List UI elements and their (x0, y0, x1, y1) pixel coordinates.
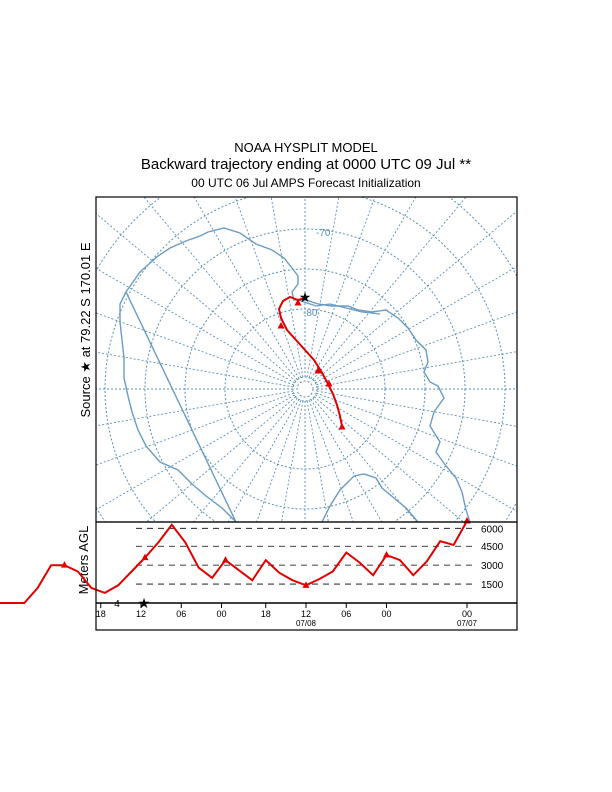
reference-line-label: 3000 (481, 561, 504, 572)
meridian-line (308, 400, 354, 522)
height-marker (141, 553, 149, 561)
meridian-line (312, 197, 467, 381)
meridian-line (306, 400, 329, 522)
trajectory-marker (338, 423, 346, 430)
meridian-line (96, 267, 295, 384)
chart-title-model: NOAA HYSPLIT MODEL (234, 140, 378, 155)
meridian-line (270, 197, 304, 378)
meridian-line (310, 197, 417, 379)
x-tick-label: 06 (176, 609, 186, 619)
height-marker (222, 556, 229, 563)
meridian-line (313, 396, 465, 522)
start-marker-icon: 4 (114, 599, 120, 610)
chart-title-trajectory: Backward trajectory ending at 0000 UTC 0… (140, 156, 472, 173)
trajectory-marker (277, 322, 285, 329)
reference-line-label: 1500 (481, 580, 504, 591)
x-tick-label: 00 (216, 609, 226, 619)
meridian-line (316, 351, 517, 388)
meridian-line (308, 197, 376, 378)
x-tick-label: 18 (261, 609, 271, 619)
meridian-line (143, 197, 298, 381)
meridian-line (315, 266, 517, 384)
x-axis-ticks: 18 12 06 00 18 12 06 00 00 (96, 603, 472, 619)
source-star-icon: ★ (299, 289, 312, 305)
coastline (119, 227, 471, 522)
trajectory-marker (325, 380, 333, 387)
trajectory-marker (314, 367, 322, 374)
meridian-line (145, 396, 297, 522)
meridian-line (96, 213, 297, 382)
meridian-line (227, 399, 300, 522)
chart-title-initialization: 00 UTC 06 Jul AMPS Forecast Initializati… (191, 176, 421, 190)
height-marker (61, 561, 68, 568)
lat-label-70: -70 (316, 228, 331, 239)
date-label-0707: 07/07 (457, 619, 478, 628)
height-frame (95, 521, 518, 631)
meridian-line (310, 399, 383, 522)
meridian-line (234, 197, 302, 378)
source-location-label: Source ★ at 79.22 S 170.01 E (78, 242, 93, 417)
meridian-line (281, 400, 304, 522)
x-tick-label: 12 (136, 609, 146, 619)
meridian-line (316, 311, 517, 386)
meridian-line (256, 400, 302, 522)
meridian-line (316, 390, 517, 427)
meridian-line (306, 197, 340, 378)
meridian-line (313, 210, 517, 382)
height-marker (302, 581, 310, 588)
meridian-line (193, 197, 300, 379)
reference-line-label: 6000 (481, 524, 504, 535)
meridian-line (316, 392, 517, 467)
reference-line-label: 4500 (481, 542, 504, 553)
x-tick-label: 18 (96, 609, 106, 619)
ross-ice-shelf-coast (297, 299, 381, 315)
x-tick-label: 12 (301, 609, 311, 619)
trajectory-path (277, 295, 343, 427)
y-axis-label: Meters AGL (76, 526, 91, 595)
x-tick-label: 00 (462, 609, 472, 619)
meridian-line (96, 351, 294, 388)
meridian-line (96, 394, 295, 511)
meridian-line (192, 397, 298, 522)
reference-lines: 6000 4500 3000 1500 (136, 524, 504, 591)
date-label-0708: 07/08 (296, 619, 317, 628)
latitude-circle (296, 380, 314, 398)
trajectory-marker (294, 299, 302, 306)
x-tick-label: 00 (381, 609, 391, 619)
trajectory-markers (277, 299, 346, 430)
meridian-line (315, 394, 517, 512)
x-tick-label: 06 (341, 609, 351, 619)
meridian-line (96, 390, 294, 427)
height-series-line (0, 520, 468, 604)
height-marker (383, 551, 390, 558)
meridian-line (312, 397, 418, 522)
lat-label-80: -80 (303, 308, 318, 319)
